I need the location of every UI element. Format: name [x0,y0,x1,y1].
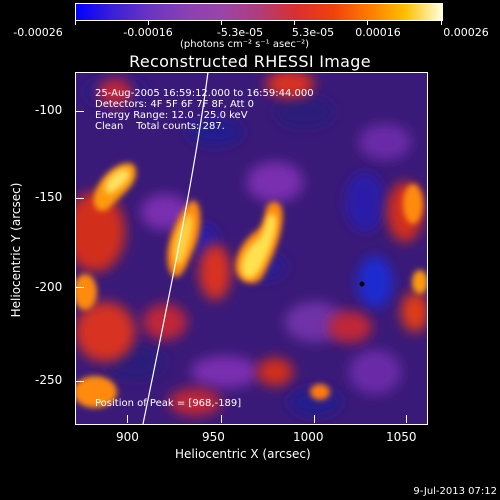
y-tick-label: -150 [35,190,63,204]
colorbar [75,3,443,21]
annotation-detectors: Detectors: 4F 5F 6F 7F 8F, Att 0 [95,99,255,110]
emission-layer-red [75,72,427,416]
colorbar-units: (photons cm⁻² s⁻¹ asec⁻²) [180,39,310,50]
colorbar-tick-label: -0.00016 [123,26,173,39]
x-tick-label: 1000 [293,430,324,444]
y-tick [76,287,84,288]
x-tick-label: 950 [202,430,225,444]
colorbar-tick [441,20,442,25]
x-tick [406,415,407,423]
colorbar-tick-label: 5.3e-05 [291,26,335,39]
annotation-time-range: 25-Aug-2005 16:59:12.000 to 16:59:44.000 [95,88,314,99]
x-tick [314,415,315,423]
x-tick-label: 900 [116,430,139,444]
peak-marker [359,281,365,287]
annotation-peak-position: Position of Peak = [968,-189] [95,398,242,409]
annotation-energy-range: Energy Range: 12.0 - 25.0 keV [95,110,248,121]
x-tick [127,415,128,423]
y-tick [76,381,84,382]
colorbar-tick [75,20,76,25]
y-tick-label: -100 [35,103,63,117]
colorbar-tick [294,20,295,25]
colorbar-tick-label: -0.00026 [13,26,63,39]
y-tick-label: -250 [35,373,63,387]
rhessi-image-map [75,72,427,424]
y-axis-label: Heliocentric Y (arcsec) [9,182,23,318]
rhessi-image [75,72,427,424]
colorbar-tick-label: 0.00016 [355,26,401,39]
x-tick [221,415,222,423]
colorbar-tick-label: -5.3e-05 [216,26,264,39]
timestamp: 9-Jul-2013 07:12 [413,486,497,497]
solar-limb-line [142,72,209,424]
x-axis-label: Heliocentric X (arcsec) [175,447,311,461]
emission-layer-yellow [105,169,277,279]
colorbar-tick [148,20,149,25]
y-tick [76,111,84,112]
annotation-clean-counts: Clean Total counts: 287. [95,121,225,132]
colorbar-tick [221,20,222,25]
image-title: Reconstructed RHESSI Image [129,52,371,71]
x-tick-label: 1050 [386,430,417,444]
colorbar-tick [367,20,368,25]
y-tick-label: -200 [35,280,63,294]
y-tick [76,198,84,199]
colorbar-tick-label: 0.00026 [443,26,489,39]
